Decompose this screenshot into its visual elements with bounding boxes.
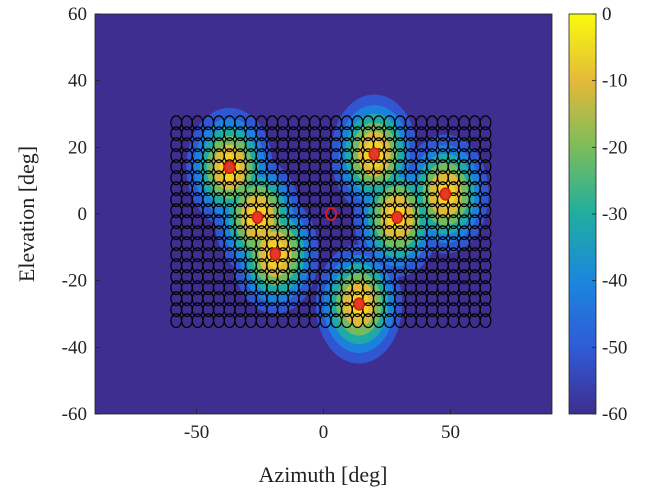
grid-element-269 bbox=[479, 225, 492, 241]
y-tick-label: 20 bbox=[68, 137, 87, 158]
array-element-grid bbox=[170, 115, 492, 329]
x-tick-label: 50 bbox=[441, 422, 460, 443]
x-tick-label: 0 bbox=[319, 422, 329, 443]
colorbar: 0 -10 -20 -30 -40 -50 -60 bbox=[568, 4, 627, 425]
grid-element-359 bbox=[479, 192, 492, 208]
y-tick-label: 40 bbox=[68, 71, 87, 92]
x-axis-ticks: -50 0 50 bbox=[184, 409, 460, 443]
colorbar-tick-label: -10 bbox=[602, 71, 627, 92]
colorbar-tick-label: -40 bbox=[602, 271, 627, 292]
y-tick-label: 0 bbox=[78, 204, 88, 225]
source-marker-1 bbox=[251, 210, 264, 225]
grid-element-419 bbox=[479, 170, 492, 186]
colorbar-ticks: 0 -10 -20 -30 -40 -50 -60 bbox=[592, 4, 627, 425]
source-marker-0 bbox=[223, 160, 236, 175]
center-marker bbox=[325, 207, 338, 221]
grid-element-389 bbox=[479, 181, 492, 197]
source-marker-4 bbox=[391, 210, 403, 225]
grid-element-299 bbox=[479, 214, 492, 230]
grid-element-149 bbox=[479, 269, 492, 285]
source-marker-6 bbox=[353, 297, 365, 311]
y-axis-ticks: 60 40 20 0 -20 -40 -60 bbox=[62, 4, 100, 425]
grid-element-209 bbox=[479, 247, 492, 263]
grid-element-479 bbox=[479, 148, 492, 164]
plot-area bbox=[94, 13, 553, 415]
grid-element-539 bbox=[479, 126, 492, 142]
source-marker-5 bbox=[439, 187, 452, 201]
y-axis-label: Elevation [deg] bbox=[14, 146, 39, 282]
grid-element-239 bbox=[479, 236, 492, 252]
colorbar-tick-label: -20 bbox=[602, 137, 627, 158]
source-marker-3 bbox=[368, 147, 381, 161]
source-markers bbox=[223, 147, 452, 311]
colorbar-tick-label: 0 bbox=[602, 4, 612, 25]
grid-element-569 bbox=[479, 115, 492, 131]
source-marker-2 bbox=[269, 247, 282, 261]
grid-element-179 bbox=[479, 258, 492, 274]
colorbar-tick-label: -50 bbox=[602, 337, 627, 358]
x-tick-label: -50 bbox=[184, 422, 209, 443]
colorbar-tick-label: -60 bbox=[602, 404, 627, 425]
grid-element-89 bbox=[479, 291, 492, 307]
grid-element-29 bbox=[479, 313, 492, 329]
grid-element-119 bbox=[479, 280, 492, 296]
grid-element-449 bbox=[479, 159, 492, 175]
grid-element-59 bbox=[479, 302, 492, 318]
x-axis-label: Azimuth [deg] bbox=[259, 462, 388, 487]
y-tick-label: -60 bbox=[62, 404, 87, 425]
y-tick-label: -20 bbox=[62, 271, 87, 292]
colorbar-gradient bbox=[568, 13, 597, 415]
colorbar-tick-label: -30 bbox=[602, 204, 627, 225]
grid-element-329 bbox=[479, 203, 492, 219]
grid-element-509 bbox=[479, 137, 492, 153]
y-tick-label: 60 bbox=[68, 4, 87, 25]
y-tick-label: -40 bbox=[62, 337, 87, 358]
